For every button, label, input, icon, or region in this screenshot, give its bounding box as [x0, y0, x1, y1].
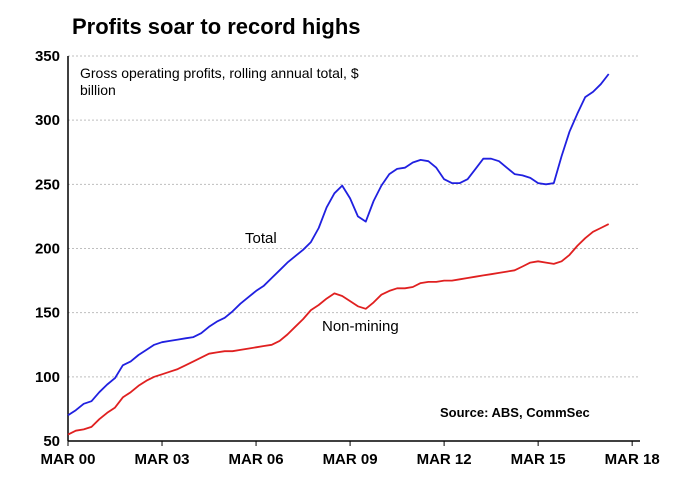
axes [67, 56, 640, 446]
source-note: Source: ABS, CommSec [440, 405, 590, 420]
y-tick-label: 300 [35, 112, 60, 129]
y-tick-label: 150 [35, 305, 60, 322]
x-tick-label: MAR 12 [417, 451, 472, 468]
chart-title: Profits soar to record highs [72, 14, 361, 39]
series-lines [67, 73, 610, 436]
y-tick-label: 250 [35, 176, 60, 193]
series-line-non-mining [67, 223, 610, 436]
tick-labels: 50 100 150 200 250 300 350 MAR 00 MAR 03 MAR 06 MA… [35, 48, 660, 468]
x-tick-label: MAR 18 [605, 451, 660, 468]
series-line-total [67, 73, 610, 417]
x-tick-label: MAR 03 [135, 451, 190, 468]
y-tick-label: 200 [35, 241, 60, 258]
series-label-non-mining: Non-mining [322, 318, 399, 335]
x-tick-label: MAR 15 [511, 451, 566, 468]
x-tick-label: MAR 09 [323, 451, 378, 468]
chart-subtitle-line-1: Gross operating profits, rolling annual … [80, 65, 359, 81]
y-tick-label: 100 [35, 369, 60, 386]
x-tick-label: MAR 00 [40, 451, 95, 468]
chart-subtitle-line-2: billion [80, 82, 116, 98]
x-tick-label: MAR 06 [229, 451, 284, 468]
series-label-total: Total [245, 230, 277, 247]
y-tick-label: 350 [35, 48, 60, 65]
y-tick-label: 50 [43, 433, 60, 450]
